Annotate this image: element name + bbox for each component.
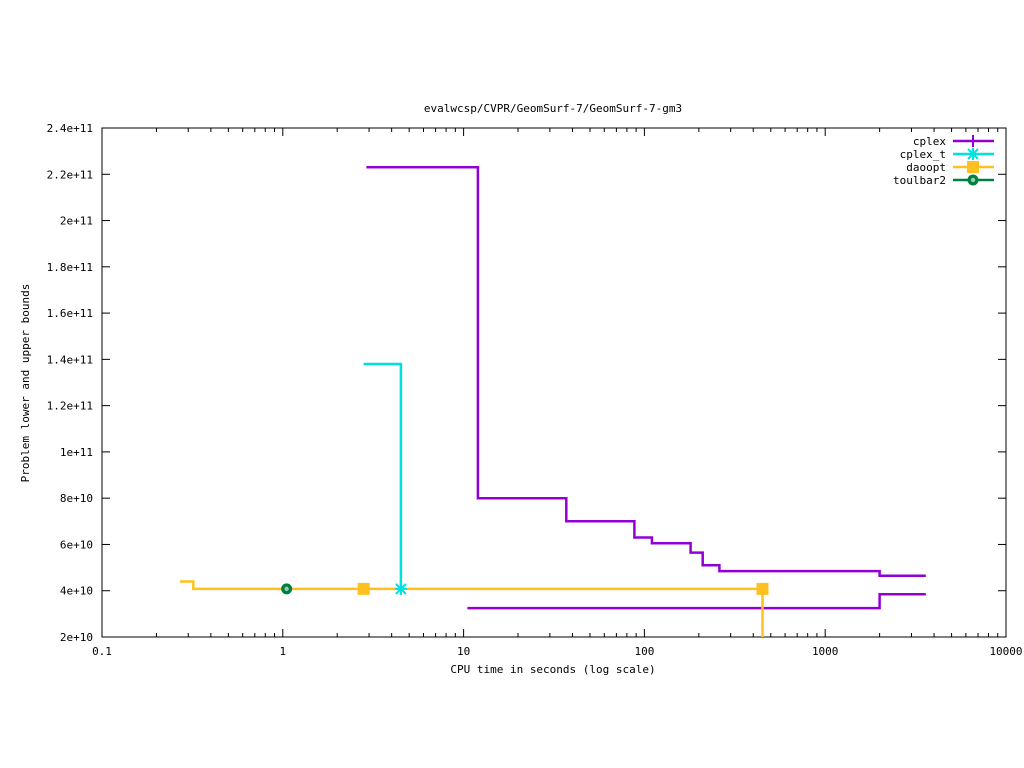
legend-label-toulbar2: toulbar2 bbox=[893, 174, 946, 187]
legend-marker-daoopt bbox=[967, 161, 979, 173]
y-tick-label: 6e+10 bbox=[60, 538, 93, 551]
plot-frame bbox=[101, 127, 1007, 638]
legend-marker-cplex_t bbox=[967, 148, 979, 160]
y-tick-label: 1.4e+11 bbox=[47, 353, 93, 366]
y-axis-label: Problem lower and upper bounds bbox=[19, 284, 32, 483]
series-daoopt-upper-line bbox=[180, 580, 764, 637]
y-tick-label: 8e+10 bbox=[60, 492, 93, 505]
series-daoopt-point bbox=[756, 582, 769, 595]
axis-ticks: 0.1 1 10 100 1000 10000 2e+10 4e+10 6e+10 8e+10 1e… bbox=[47, 122, 1023, 658]
x-tick-label: 100 bbox=[634, 645, 654, 658]
series-cplex_t-upper-line bbox=[363, 362, 403, 589]
x-axis-label: CPU time in seconds (log scale) bbox=[450, 663, 655, 676]
y-tick-label: 1.2e+11 bbox=[47, 400, 93, 413]
x-tick-label: 10 bbox=[457, 645, 470, 658]
y-tick-label: 4e+10 bbox=[60, 585, 93, 598]
y-tick-label: 2.4e+11 bbox=[47, 122, 93, 135]
x-tick-label: 10000 bbox=[989, 645, 1022, 658]
legend-label-daoopt: daoopt bbox=[906, 161, 946, 174]
series-cplex-upper-line bbox=[366, 166, 926, 577]
x-tick-label: 1000 bbox=[812, 645, 839, 658]
y-tick-label: 2.2e+11 bbox=[47, 168, 93, 181]
series-daoopt-point bbox=[357, 582, 370, 595]
legend-marker-toulbar2 bbox=[967, 174, 979, 186]
legend-marker-cplex bbox=[967, 135, 979, 147]
legend-label-cplex_t: cplex_t bbox=[900, 148, 946, 161]
y-tick-label: 1.6e+11 bbox=[47, 307, 93, 320]
x-tick-label: 0.1 bbox=[92, 645, 112, 658]
x-tick-label: 1 bbox=[279, 645, 286, 658]
y-tick-label: 2e+10 bbox=[60, 631, 93, 644]
y-tick-label: 2e+11 bbox=[60, 215, 93, 228]
series-clip-group bbox=[180, 166, 926, 637]
series-cplex-lower-line bbox=[467, 592, 926, 610]
y-tick-label: 1.8e+11 bbox=[47, 261, 93, 274]
series-cplex_t-point bbox=[394, 582, 407, 595]
legend-label-cplex: cplex bbox=[913, 135, 946, 148]
chart-title: evalwcsp/CVPR/GeomSurf-7/GeomSurf-7-gm3 bbox=[424, 102, 682, 115]
series-layer bbox=[180, 166, 926, 637]
series-toulbar2-point bbox=[281, 583, 293, 595]
y-tick-label: 1e+11 bbox=[60, 446, 93, 459]
